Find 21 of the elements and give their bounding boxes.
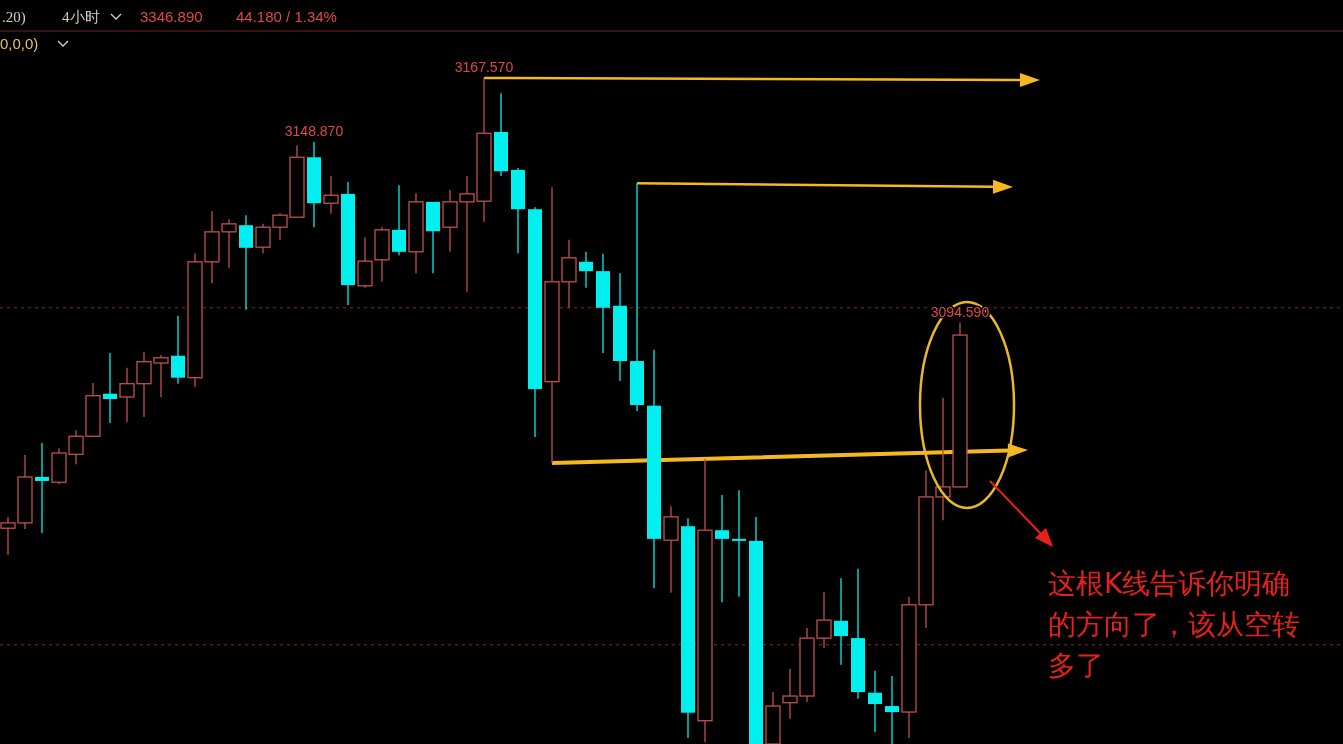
text: 44.180 / 1.34% bbox=[236, 8, 337, 25]
text: 这根K线告诉你明确的方向了，该从空转多了 bbox=[1048, 567, 1300, 682]
text: 0,0,0) bbox=[0, 35, 39, 52]
candlestick bbox=[885, 675, 899, 744]
annotation: 3148.870 bbox=[284, 122, 344, 139]
candlestick bbox=[715, 494, 729, 603]
candlestick bbox=[239, 214, 253, 311]
text: 3346.890 bbox=[140, 8, 203, 25]
candlestick bbox=[323, 175, 339, 215]
candlestick bbox=[834, 577, 848, 666]
candlestick bbox=[579, 251, 593, 289]
candlestick bbox=[732, 489, 746, 598]
annotation: 3167.570 bbox=[454, 59, 514, 75]
candlestick bbox=[868, 670, 882, 733]
text: .20) bbox=[2, 9, 26, 26]
candlestick bbox=[171, 315, 185, 385]
candlestick bbox=[392, 184, 406, 256]
candlestick bbox=[35, 442, 49, 534]
candlestick bbox=[663, 505, 679, 594]
text: 4小时 bbox=[62, 9, 100, 25]
candlestick bbox=[103, 352, 117, 424]
